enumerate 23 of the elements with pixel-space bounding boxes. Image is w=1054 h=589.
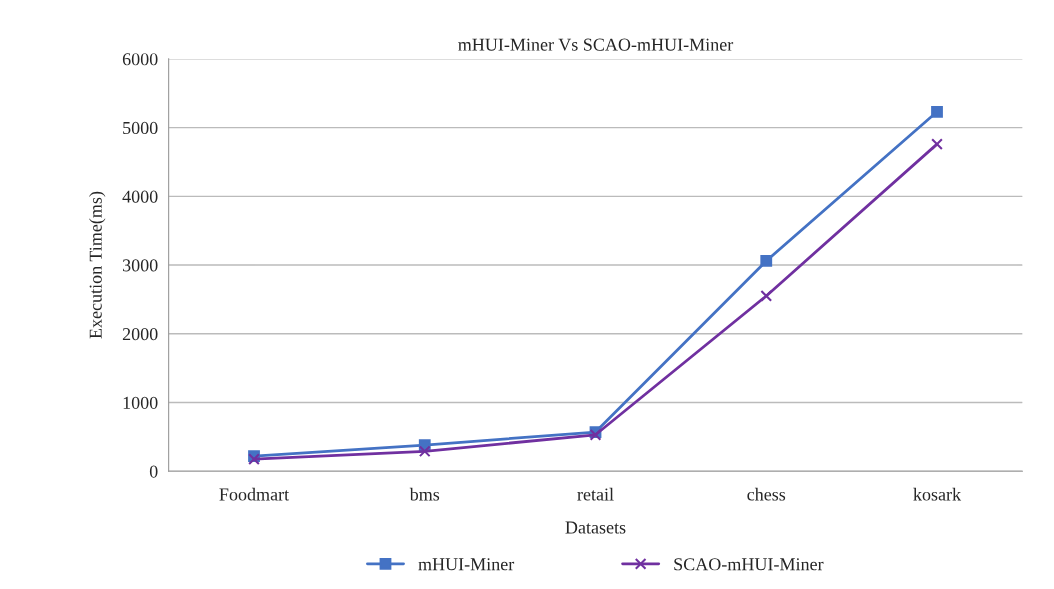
x-tick-label: retail [577,487,614,501]
point [931,138,943,151]
x-tick-label: chess [747,487,786,501]
x-axis-title: Datasets [565,521,626,534]
y-tick-label: 1000 [123,396,158,409]
y-tick-label: 6000 [122,53,158,66]
point [931,105,943,118]
point [760,290,773,302]
chart-title: mHUI-Miner Vs SCAO-mHUI-Miner [458,38,734,51]
y-tick-label: 4000 [122,190,158,203]
y-tick-label: 2000 [122,328,158,341]
y-tick-label: 0 [149,465,158,478]
x-tick-label: bms [409,487,440,501]
point [248,453,260,466]
point [418,445,431,458]
point [760,255,773,267]
y-axis-title: Execution Time(ms) [89,191,106,339]
y-tick-label: 5000 [123,121,158,135]
x-tick-label: Foodmart [219,487,290,501]
legend-label: mHUI-Miner [418,558,515,571]
y-tick-label: 3000 [122,259,158,272]
legend-label: SCAO-mHUI-Miner [674,558,824,571]
x-tick-label: kosark [913,487,962,501]
